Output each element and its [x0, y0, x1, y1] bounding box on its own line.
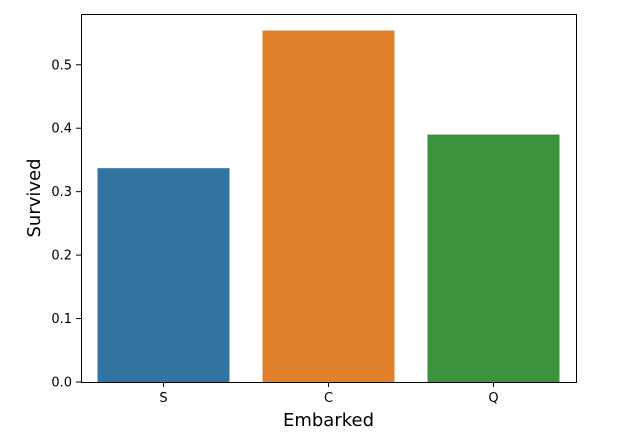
y-axis-ticks: 0.0 0.1 0.2 0.3 0.4 0.5: [51, 58, 81, 391]
y-tick-label: 0.0: [51, 376, 72, 391]
y-tick-label: 0.5: [51, 58, 72, 73]
y-tick-label: 0.1: [51, 312, 72, 327]
y-axis-title: Survived: [24, 158, 45, 237]
x-tick-label: Q: [488, 391, 498, 406]
x-tick-label: S: [159, 391, 167, 406]
y-tick-label: 0.4: [51, 122, 72, 137]
x-tick-label: C: [324, 391, 333, 406]
y-tick-label: 0.3: [51, 185, 72, 200]
y-tick-label: 0.2: [51, 249, 72, 264]
bar-S: [97, 168, 230, 382]
bar-C: [262, 30, 395, 382]
bar-Q: [427, 134, 560, 382]
x-axis-title: Embarked: [283, 410, 374, 431]
bars-group: [97, 30, 560, 382]
